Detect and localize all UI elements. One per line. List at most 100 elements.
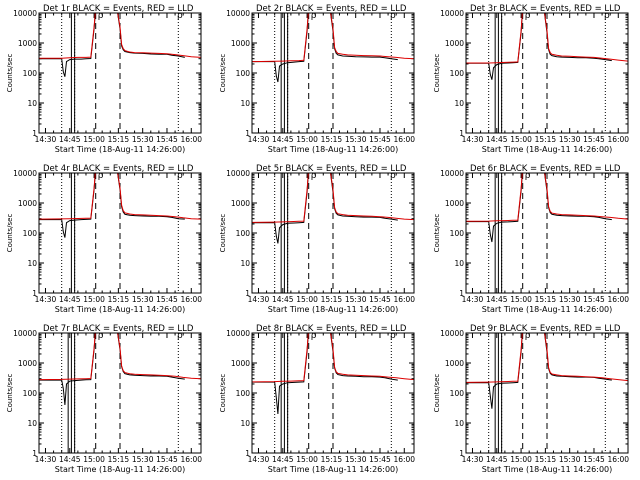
plot-frame xyxy=(38,12,202,134)
y-tick-label: 10 xyxy=(240,99,250,108)
x-tick-label: 15:15 xyxy=(321,135,343,144)
x-tick-label: 14:30 xyxy=(462,135,484,144)
plot-frame xyxy=(251,172,415,294)
series-group xyxy=(466,173,628,243)
x-tick-label: 15:45 xyxy=(156,295,178,304)
y-tick-label: 100 xyxy=(450,229,465,238)
panel-title: Det 4r BLACK = Events, RED = LLD xyxy=(43,164,194,174)
x-tick-label: 16:00 xyxy=(607,455,629,464)
y-tick-label: 10000 xyxy=(13,329,37,338)
x-tick-label: 15:30 xyxy=(345,295,367,304)
x-tick-label: 15:30 xyxy=(345,455,367,464)
y-tick-label: 10000 xyxy=(226,9,250,18)
flag-glyph: ρ xyxy=(525,331,531,341)
flag-glyph: ρ xyxy=(525,11,531,21)
panel-title: Det 3r BLACK = Events, RED = LLD xyxy=(470,4,621,14)
detector-panel-7: Det 7r BLACK = Events, RED = LLD 1 10 100 10… xyxy=(6,324,202,474)
series-group xyxy=(252,333,414,415)
plot-frame xyxy=(251,332,415,454)
y-tick-label: 100 xyxy=(23,69,38,78)
x-tick-label: 14:30 xyxy=(35,455,57,464)
flag-glyph: ρ xyxy=(177,171,183,181)
x-tick-label: 15:45 xyxy=(583,455,605,464)
x-tick-label: 15:15 xyxy=(321,455,343,464)
x-tick-label: 15:30 xyxy=(132,135,154,144)
series-events-line xyxy=(39,13,185,77)
y-axis-label: Counts/sec xyxy=(219,214,227,253)
series-lld-line xyxy=(466,13,628,64)
x-tick-label: 14:45 xyxy=(486,135,508,144)
panel-title: Det 6r BLACK = Events, RED = LLD xyxy=(470,164,621,174)
series-group xyxy=(39,333,201,405)
x-tick-label: 14:45 xyxy=(486,455,508,464)
flag-glyph: ρ xyxy=(604,331,610,341)
panel-title: Det 7r BLACK = Events, RED = LLD xyxy=(43,324,194,334)
series-events-line xyxy=(252,333,398,415)
y-tick-label: 10000 xyxy=(226,169,250,178)
x-tick-label: 15:00 xyxy=(510,135,532,144)
x-tick-label: 16:00 xyxy=(180,135,202,144)
y-tick-label: 10 xyxy=(240,419,250,428)
plot-frame xyxy=(465,12,629,134)
flag-glyph: ρ xyxy=(311,331,317,341)
panel-title: Det 9r BLACK = Events, RED = LLD xyxy=(470,324,621,334)
y-tick-label: 10 xyxy=(27,419,37,428)
y-tick-label: 100 xyxy=(23,389,38,398)
series-group xyxy=(466,333,628,409)
series-events-line xyxy=(39,333,185,405)
y-tick-label: 100 xyxy=(236,229,251,238)
y-axis-label: Counts/sec xyxy=(219,54,227,93)
x-axis-label: Start Time (18-Aug-11 14:26:00) xyxy=(55,465,186,474)
y-axis-label: Counts/sec xyxy=(219,374,227,413)
y-tick-label: 1000 xyxy=(18,359,37,368)
y-tick-label: 1000 xyxy=(231,359,250,368)
x-tick-label: 15:15 xyxy=(535,135,557,144)
x-tick-label: 15:00 xyxy=(510,295,532,304)
x-tick-label: 15:15 xyxy=(535,295,557,304)
series-events-line xyxy=(466,173,612,243)
x-tick-label: 14:45 xyxy=(486,295,508,304)
y-tick-label: 1000 xyxy=(445,199,464,208)
panel-title: Det 5r BLACK = Events, RED = LLD xyxy=(256,164,407,174)
x-tick-label: 16:00 xyxy=(607,295,629,304)
detector-panel-3: Det 3r BLACK = Events, RED = LLD 1 10 100 10… xyxy=(433,4,629,154)
x-tick-label: 15:30 xyxy=(345,135,367,144)
y-tick-label: 1 xyxy=(32,129,37,138)
series-group xyxy=(39,13,201,77)
series-events-line xyxy=(466,333,612,409)
x-tick-label: 14:45 xyxy=(59,295,81,304)
x-tick-label: 15:00 xyxy=(510,455,532,464)
detector-panel-6: Det 6r BLACK = Events, RED = LLD 1 10 100 10… xyxy=(433,164,629,314)
flag-glyph: ρ xyxy=(177,11,183,21)
y-tick-label: 1 xyxy=(32,449,37,458)
y-tick-label: 1000 xyxy=(18,39,37,48)
y-tick-label: 10000 xyxy=(13,9,37,18)
x-tick-label: 14:30 xyxy=(462,295,484,304)
x-tick-label: 15:45 xyxy=(369,455,391,464)
flag-glyph: ρ xyxy=(604,11,610,21)
y-axis-label: Counts/sec xyxy=(6,54,14,93)
x-tick-label: 15:30 xyxy=(559,295,581,304)
y-axis-label: Counts/sec xyxy=(433,214,441,253)
flag-glyph: ρ xyxy=(98,11,104,21)
flag-glyph: ρ xyxy=(177,331,183,341)
x-tick-label: 15:45 xyxy=(369,295,391,304)
y-tick-label: 100 xyxy=(450,69,465,78)
detector-panel-1: Det 1r BLACK = Events, RED = LLD 1 10 100 10… xyxy=(6,4,202,154)
x-tick-label: 15:00 xyxy=(83,295,105,304)
series-lld-line xyxy=(252,13,414,63)
x-tick-label: 15:15 xyxy=(535,455,557,464)
y-tick-label: 10 xyxy=(27,99,37,108)
y-axis-label: Counts/sec xyxy=(6,214,14,253)
series-lld-line xyxy=(39,333,201,381)
flag-glyph: ρ xyxy=(604,171,610,181)
x-tick-label: 15:15 xyxy=(108,295,130,304)
x-axis-label: Start Time (18-Aug-11 14:26:00) xyxy=(268,305,399,314)
y-tick-label: 10000 xyxy=(13,169,37,178)
detector-panel-9: Det 9r BLACK = Events, RED = LLD 1 10 100 10… xyxy=(433,324,629,474)
x-axis-label: Start Time (18-Aug-11 14:26:00) xyxy=(482,145,613,154)
panel-title: Det 2r BLACK = Events, RED = LLD xyxy=(256,4,407,14)
series-events-line xyxy=(252,13,398,83)
y-tick-label: 10000 xyxy=(440,329,464,338)
